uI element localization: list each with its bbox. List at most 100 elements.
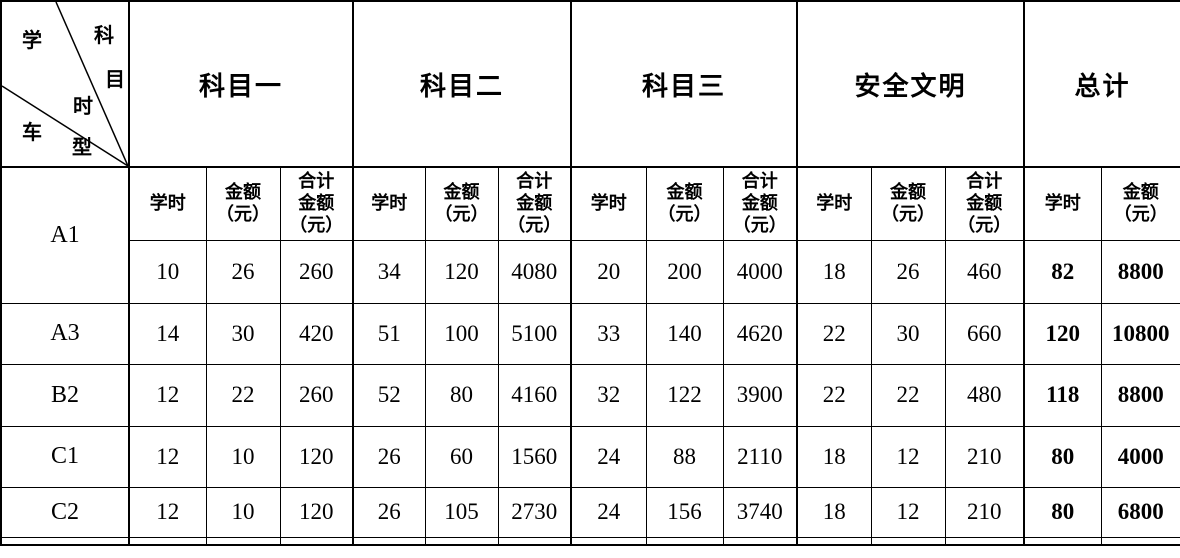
subheader-total-amount: 合计 金额 （元） xyxy=(722,166,798,241)
empty-cell xyxy=(645,536,724,546)
value-cell: 60 xyxy=(424,425,499,488)
value-cell: 18 xyxy=(796,425,872,488)
value-cell: 4620 xyxy=(722,302,798,365)
value-cell: 18 xyxy=(796,239,872,304)
subheader-hours: 学时 xyxy=(128,166,207,241)
value-cell: 12 xyxy=(128,425,207,488)
value-cell: 10 xyxy=(205,486,281,538)
value-cell: 118 xyxy=(1023,363,1102,427)
corner-char: 时 xyxy=(73,96,93,118)
vehicle-type-cell: C2 xyxy=(0,486,130,538)
table-row-C1: C1 12 10 120 26 60 1560 24 88 2110 18 12 210 80 4000 xyxy=(0,425,1180,488)
value-cell: 105 xyxy=(424,486,499,538)
value-cell: 4160 xyxy=(497,363,572,427)
value-cell: 200 xyxy=(645,239,724,304)
value-cell: 3900 xyxy=(722,363,798,427)
value-cell: 10 xyxy=(205,425,281,488)
corner-char: 车 xyxy=(22,122,42,144)
fee-table-body: A1 学时 金额 （元） 合计 金额 （元） 学时 金额 （元） 合计 金额 （… xyxy=(0,166,1180,546)
group-header-subject2: 科目二 xyxy=(352,0,572,168)
value-cell: 18 xyxy=(796,486,872,538)
value-cell: 260 xyxy=(279,239,354,304)
empty-cell xyxy=(0,536,130,546)
corner-header-cell: 科目 学时 车型 xyxy=(0,0,130,168)
subheader-hours: 学时 xyxy=(570,166,647,241)
subheader-total-amount: 合计 金额 （元） xyxy=(279,166,354,241)
vehicle-type-cell: A1 xyxy=(0,166,130,304)
value-cell: 420 xyxy=(279,302,354,365)
driving-school-fee-table: 科目 学时 车型 科目一 科目二 科目三 安全文明 总计 A1 学时 金额 （元… xyxy=(0,0,1180,546)
empty-cell xyxy=(570,536,647,546)
empty-cell xyxy=(870,536,946,546)
subheader-total-amount: 合计 金额 （元） xyxy=(944,166,1025,241)
value-cell: 10 xyxy=(128,239,207,304)
empty-cell xyxy=(944,536,1025,546)
subheader-amount: 金额 （元） xyxy=(1100,166,1180,241)
value-cell: 26 xyxy=(870,239,946,304)
value-cell: 20 xyxy=(570,239,647,304)
value-cell: 210 xyxy=(944,425,1025,488)
empty-cell xyxy=(352,536,426,546)
value-cell: 120 xyxy=(424,239,499,304)
table-row-A3: A3 14 30 420 51 100 5100 33 140 4620 22 30 660 120 108… xyxy=(0,302,1180,365)
empty-cell xyxy=(424,536,499,546)
diagonal-lines xyxy=(2,2,128,165)
value-cell: 4080 xyxy=(497,239,572,304)
group-header-subject1: 科目一 xyxy=(128,0,354,168)
empty-cell xyxy=(497,536,572,546)
value-cell: 24 xyxy=(570,425,647,488)
table-row-A1: 10 26 260 34 120 4080 20 200 4000 18 26 460 82 8800 xyxy=(1,239,1180,304)
value-cell: 100 xyxy=(424,302,499,365)
subheader-total-amount: 合计 金额 （元） xyxy=(497,166,572,241)
value-cell: 52 xyxy=(352,363,426,427)
empty-cell xyxy=(722,536,798,546)
empty-cell xyxy=(279,536,354,546)
value-cell: 26 xyxy=(352,425,426,488)
value-cell: 460 xyxy=(944,239,1025,304)
empty-cell xyxy=(128,536,207,546)
value-cell: 82 xyxy=(1023,239,1102,304)
empty-cell xyxy=(1023,536,1102,546)
subheader-amount: 金额 （元） xyxy=(645,166,724,241)
value-cell: 210 xyxy=(944,486,1025,538)
value-cell: 14 xyxy=(128,302,207,365)
value-cell: 22 xyxy=(205,363,281,427)
vehicle-type-cell: A3 xyxy=(0,302,130,365)
value-cell: 30 xyxy=(205,302,281,365)
value-cell: 10800 xyxy=(1100,302,1180,365)
table-row-B2: B2 12 22 260 52 80 4160 32 122 3900 22 22 480 118 8800 xyxy=(0,363,1180,427)
vehicle-type-cell: B2 xyxy=(0,363,130,427)
value-cell: 30 xyxy=(870,302,946,365)
empty-cell xyxy=(1100,536,1180,546)
value-cell: 122 xyxy=(645,363,724,427)
corner-char: 型 xyxy=(72,137,92,159)
subheader-amount: 金额 （元） xyxy=(424,166,499,241)
corner-char: 科 xyxy=(94,25,114,47)
corner-char: 目 xyxy=(105,69,125,91)
subheader-amount: 金额 （元） xyxy=(870,166,946,241)
value-cell: 260 xyxy=(279,363,354,427)
value-cell: 5100 xyxy=(497,302,572,365)
value-cell: 34 xyxy=(352,239,426,304)
value-cell: 80 xyxy=(424,363,499,427)
value-cell: 140 xyxy=(645,302,724,365)
value-cell: 80 xyxy=(1023,425,1102,488)
subheader-row: A1 学时 金额 （元） 合计 金额 （元） 学时 金额 （元） 合计 金额 （… xyxy=(0,166,1180,304)
value-cell: 51 xyxy=(352,302,426,365)
empty-row xyxy=(0,536,1180,546)
value-cell: 26 xyxy=(352,486,426,538)
value-cell: 26 xyxy=(205,239,281,304)
group-header-safety: 安全文明 xyxy=(795,0,1025,168)
subheader-amount: 金额 （元） xyxy=(205,166,281,241)
value-cell: 6800 xyxy=(1100,486,1180,538)
value-cell: 120 xyxy=(1023,302,1102,365)
group-header-row: 科目 学时 车型 科目一 科目二 科目三 安全文明 总计 xyxy=(0,0,1180,168)
value-cell: 32 xyxy=(570,363,647,427)
corner-char: 学 xyxy=(22,30,42,52)
value-cell: 80 xyxy=(1023,486,1102,538)
empty-cell xyxy=(205,536,281,546)
value-cell: 22 xyxy=(796,302,872,365)
value-cell: 33 xyxy=(570,302,647,365)
value-cell: 3740 xyxy=(722,486,798,538)
subheader-hours: 学时 xyxy=(1023,166,1102,241)
